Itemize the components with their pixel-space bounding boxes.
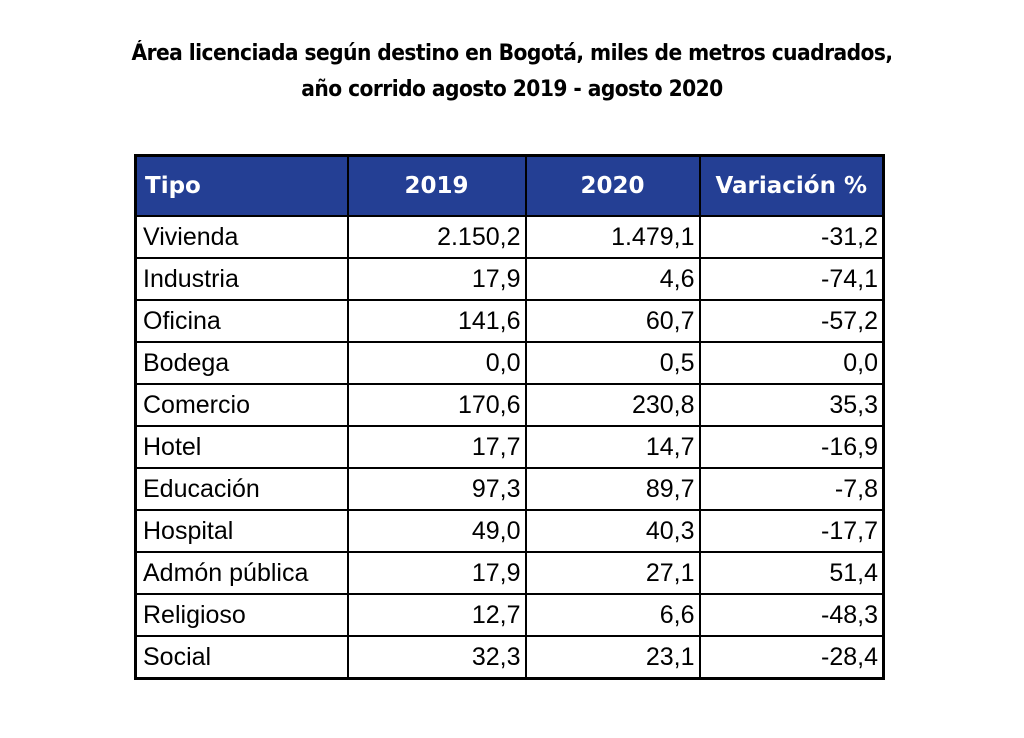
- variacion-cell: -7,8: [698, 467, 885, 511]
- variacion-cell: -16,9: [698, 425, 885, 469]
- variacion-cell: -31,2: [698, 215, 885, 259]
- value-2019-cell: 17,9: [346, 257, 527, 301]
- value-2019-cell: 17,9: [346, 551, 527, 595]
- variacion-cell: 0,0: [698, 341, 885, 385]
- variacion-cell: 35,3: [698, 383, 885, 427]
- tipo-cell: Oficina: [134, 299, 349, 343]
- value-2020-cell: 6,6: [524, 593, 701, 637]
- table-row: Vivienda 2.150,2 1.479,1 -31,2: [134, 215, 885, 259]
- value-2020-cell: 60,7: [524, 299, 701, 343]
- value-2020-cell: 230,8: [524, 383, 701, 427]
- table-row: Educación 97,3 89,7 -7,8: [134, 467, 885, 511]
- tipo-cell: Hotel: [134, 425, 349, 469]
- tipo-cell: Comercio: [134, 383, 349, 427]
- value-2019-cell: 32,3: [346, 635, 527, 680]
- tipo-cell: Hospital: [134, 509, 349, 553]
- value-2019-cell: 170,6: [346, 383, 527, 427]
- table-row: Religioso 12,7 6,6 -48,3: [134, 593, 885, 637]
- variacion-cell: -28,4: [698, 635, 885, 680]
- value-2019-cell: 17,7: [346, 425, 527, 469]
- variacion-cell: -48,3: [698, 593, 885, 637]
- header-variacion: Variación %: [698, 154, 885, 217]
- value-2019-cell: 0,0: [346, 341, 527, 385]
- tipo-cell: Educación: [134, 467, 349, 511]
- table-row: Industria 17,9 4,6 -74,1: [134, 257, 885, 301]
- value-2019-cell: 49,0: [346, 509, 527, 553]
- title-line-1: Área licenciada según destino en Bogotá,…: [131, 41, 893, 66]
- value-2020-cell: 0,5: [524, 341, 701, 385]
- value-2019-cell: 97,3: [346, 467, 527, 511]
- table-row: Hotel 17,7 14,7 -16,9: [134, 425, 885, 469]
- table-row: Oficina 141,6 60,7 -57,2: [134, 299, 885, 343]
- data-table: Tipo 2019 2020 Variación % Vivienda 2.150…: [134, 154, 885, 680]
- table-row: Comercio 170,6 230,8 35,3: [134, 383, 885, 427]
- value-2020-cell: 1.479,1: [524, 215, 701, 259]
- tipo-cell: Vivienda: [134, 215, 349, 259]
- variacion-cell: -17,7: [698, 509, 885, 553]
- table-title: Área licenciada según destino en Bogotá,…: [41, 36, 983, 108]
- header-2019: 2019: [346, 154, 527, 217]
- value-2020-cell: 4,6: [524, 257, 701, 301]
- header-tipo: Tipo: [134, 154, 349, 217]
- variacion-cell: 51,4: [698, 551, 885, 595]
- tipo-cell: Religioso: [134, 593, 349, 637]
- table-row: Admón pública 17,9 27,1 51,4: [134, 551, 885, 595]
- header-row: Tipo 2019 2020 Variación %: [134, 154, 885, 217]
- tipo-cell: Admón pública: [134, 551, 349, 595]
- value-2020-cell: 40,3: [524, 509, 701, 553]
- value-2020-cell: 23,1: [524, 635, 701, 680]
- table-row: Social 32,3 23,1 -28,4: [134, 635, 885, 680]
- value-2019-cell: 2.150,2: [346, 215, 527, 259]
- tipo-cell: Social: [134, 635, 349, 680]
- title-line-2: año corrido agosto 2019 - agosto 2020: [301, 77, 723, 102]
- variacion-cell: -74,1: [698, 257, 885, 301]
- tipo-cell: Bodega: [134, 341, 349, 385]
- value-2019-cell: 141,6: [346, 299, 527, 343]
- value-2020-cell: 14,7: [524, 425, 701, 469]
- value-2019-cell: 12,7: [346, 593, 527, 637]
- value-2020-cell: 27,1: [524, 551, 701, 595]
- value-2020-cell: 89,7: [524, 467, 701, 511]
- table-row: Hospital 49,0 40,3 -17,7: [134, 509, 885, 553]
- header-2020: 2020: [524, 154, 701, 217]
- table-row: Bodega 0,0 0,5 0,0: [134, 341, 885, 385]
- variacion-cell: -57,2: [698, 299, 885, 343]
- tipo-cell: Industria: [134, 257, 349, 301]
